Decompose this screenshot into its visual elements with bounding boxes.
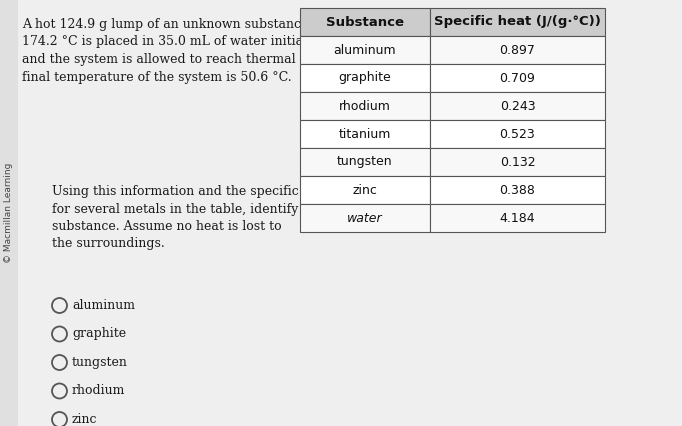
Text: aluminum: aluminum xyxy=(72,299,135,312)
Text: 0.897: 0.897 xyxy=(499,43,535,57)
Text: 0.243: 0.243 xyxy=(500,100,535,112)
FancyBboxPatch shape xyxy=(300,36,430,64)
Text: Using this information and the specific heat values: Using this information and the specific … xyxy=(52,185,375,198)
FancyBboxPatch shape xyxy=(430,176,605,204)
Text: water: water xyxy=(347,211,383,225)
Text: the surroundings.: the surroundings. xyxy=(52,238,165,250)
Text: aluminum: aluminum xyxy=(333,43,396,57)
Text: graphite: graphite xyxy=(72,328,126,340)
Text: © Macmillan Learning: © Macmillan Learning xyxy=(5,163,14,263)
Text: A hot 124.9 g lump of an unknown substance initially at: A hot 124.9 g lump of an unknown substan… xyxy=(22,18,376,31)
Text: Specific heat (J/(g·°C)): Specific heat (J/(g·°C)) xyxy=(434,15,601,29)
Text: graphite: graphite xyxy=(339,72,391,84)
Text: rhodium: rhodium xyxy=(72,385,125,397)
Text: 0.388: 0.388 xyxy=(499,184,535,196)
Text: and the system is allowed to reach thermal equilibrium. The: and the system is allowed to reach therm… xyxy=(22,53,404,66)
FancyBboxPatch shape xyxy=(430,64,605,92)
Text: Substance: Substance xyxy=(326,15,404,29)
FancyBboxPatch shape xyxy=(300,148,430,176)
FancyBboxPatch shape xyxy=(430,148,605,176)
FancyBboxPatch shape xyxy=(300,8,430,36)
FancyBboxPatch shape xyxy=(0,0,18,426)
FancyBboxPatch shape xyxy=(430,92,605,120)
FancyBboxPatch shape xyxy=(430,36,605,64)
Text: for several metals in the table, identify the unknown: for several metals in the table, identif… xyxy=(52,202,385,216)
Text: 0.523: 0.523 xyxy=(500,127,535,141)
FancyBboxPatch shape xyxy=(300,176,430,204)
Text: rhodium: rhodium xyxy=(339,100,391,112)
Text: titanium: titanium xyxy=(339,127,391,141)
FancyBboxPatch shape xyxy=(430,204,605,232)
Text: 0.132: 0.132 xyxy=(500,155,535,169)
Text: zinc: zinc xyxy=(72,413,98,426)
Text: 174.2 °C is placed in 35.0 mL of water initially at 25.0 °C: 174.2 °C is placed in 35.0 mL of water i… xyxy=(22,35,387,49)
FancyBboxPatch shape xyxy=(300,64,430,92)
FancyBboxPatch shape xyxy=(430,8,605,36)
Text: tungsten: tungsten xyxy=(337,155,393,169)
FancyBboxPatch shape xyxy=(300,204,430,232)
Text: final temperature of the system is 50.6 °C.: final temperature of the system is 50.6 … xyxy=(22,70,292,83)
Text: tungsten: tungsten xyxy=(72,356,128,369)
Text: 0.709: 0.709 xyxy=(499,72,535,84)
FancyBboxPatch shape xyxy=(300,120,430,148)
FancyBboxPatch shape xyxy=(430,120,605,148)
Text: substance. Assume no heat is lost to: substance. Assume no heat is lost to xyxy=(52,220,282,233)
FancyBboxPatch shape xyxy=(300,92,430,120)
Text: 4.184: 4.184 xyxy=(500,211,535,225)
Text: zinc: zinc xyxy=(353,184,377,196)
